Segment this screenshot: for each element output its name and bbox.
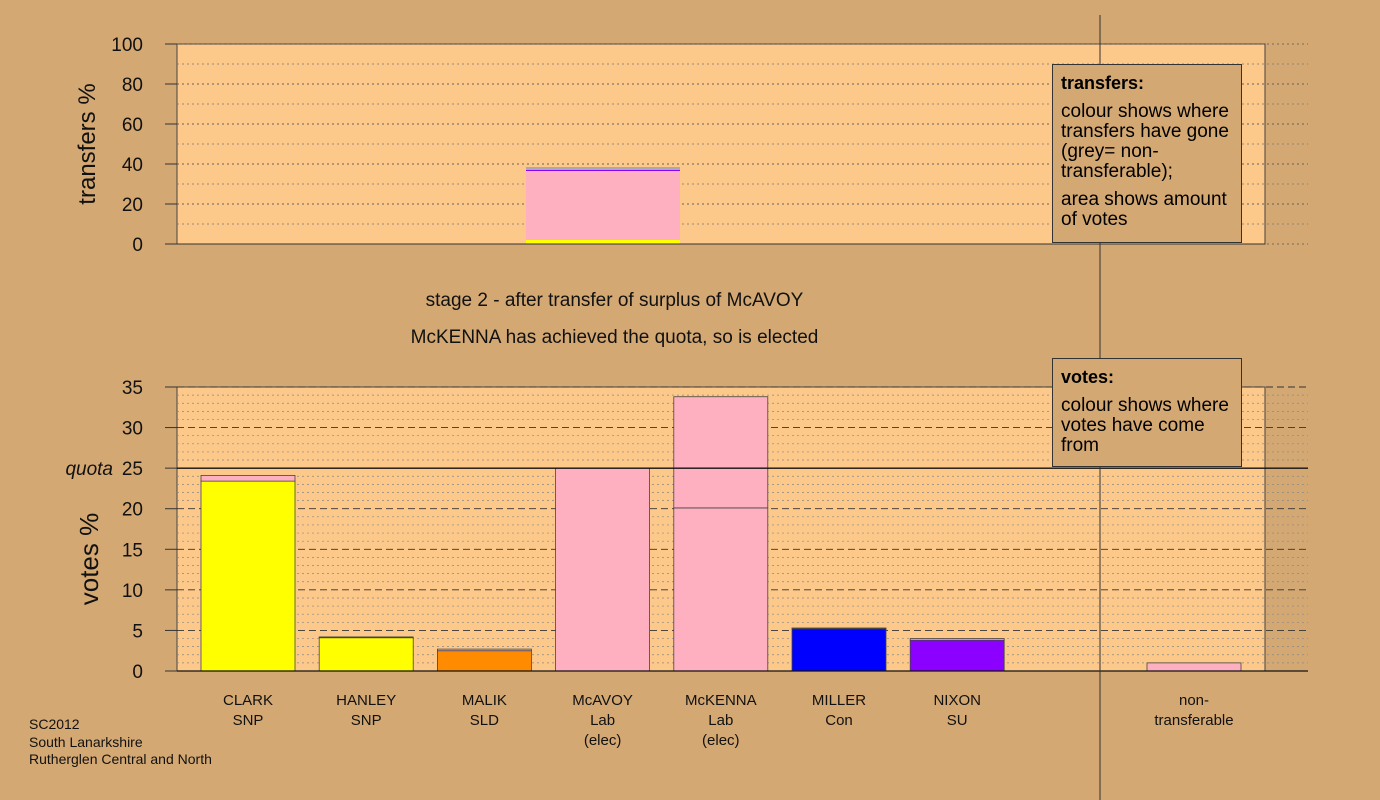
vote-bar-hanley-seg1 — [318, 636, 414, 639]
transfer-segment-non-transferable — [526, 167, 680, 170]
non-transferable-label-2: transferable — [1154, 712, 1233, 729]
candidate-party: SNP — [351, 712, 382, 729]
votes-legend: votes: colour shows where votes have com… — [1052, 358, 1242, 467]
transfers-tick-label: 0 — [132, 235, 143, 256]
footer-line-ward: Rutherglen Central and North — [29, 751, 212, 767]
candidate-name: MILLER — [812, 692, 866, 709]
vote-bar-malik-seg1 — [436, 648, 532, 652]
votes-legend-line1: colour shows where votes have come from — [1061, 395, 1229, 456]
votes-tick-label: 30 — [122, 419, 143, 440]
transfers-y-axis-label: transfers % — [74, 83, 101, 204]
vote-bar-nixon-seg1 — [909, 638, 1005, 641]
candidate-name: McAVOY — [572, 692, 633, 709]
stage-caption: stage 2 - after transfer of surplus of M… — [425, 290, 804, 311]
vote-bar-hanley-seg0 — [318, 637, 414, 672]
transfers-tick-label: 20 — [122, 195, 143, 216]
transfers-tick-label: 40 — [122, 155, 143, 176]
candidate-party: SLD — [470, 712, 499, 729]
votes-y-axis-label: votes % — [74, 513, 104, 606]
candidate-party: Lab — [590, 712, 615, 729]
transfer-segment-su — [526, 170, 680, 171]
transfers-legend-line2: area shows amount of votes — [1061, 189, 1227, 230]
transfers-tick-label: 100 — [111, 35, 143, 56]
vote-bar-malik-seg0 — [436, 650, 532, 672]
votes-legend-title: votes: — [1061, 367, 1115, 387]
candidate-party: SU — [947, 712, 968, 729]
footer-line-election: SC2012 — [29, 716, 80, 732]
votes-tick-label: 5 — [132, 621, 143, 642]
non-transferable-bar — [1146, 662, 1242, 672]
vote-bar-miller-seg0 — [791, 628, 887, 672]
vote-bar-mckenna-seg1 — [673, 396, 769, 509]
votes-tick-label: 35 — [122, 378, 143, 399]
vote-bar-nixon-seg0 — [909, 639, 1005, 672]
candidate-name: MALIK — [462, 692, 507, 709]
votes-tick-label: 0 — [132, 662, 143, 683]
votes-tick-label: 15 — [122, 540, 143, 561]
candidate-name: McKENNA — [685, 692, 757, 709]
vote-bar-clark-seg1 — [200, 475, 296, 482]
candidate-status: (elec) — [702, 732, 740, 749]
quota-label: quota — [65, 459, 113, 480]
candidate-party: Lab — [708, 712, 733, 729]
footer-line-council: South Lanarkshire — [29, 733, 143, 750]
votes-tick-label: 10 — [122, 581, 143, 602]
candidate-name: NIXON — [933, 692, 981, 709]
transfers-tick-label: 80 — [122, 75, 143, 96]
vote-bar-clark-seg0 — [200, 480, 296, 672]
candidate-name: CLARK — [223, 692, 273, 709]
votes-tick-label: 20 — [122, 500, 143, 521]
non-transferable-label-1: non- — [1179, 692, 1209, 709]
candidate-party: Con — [825, 712, 853, 729]
candidate-party: SNP — [233, 712, 264, 729]
vote-bar-mckenna-seg0 — [673, 507, 769, 672]
vote-bar-miller-seg1 — [791, 627, 887, 630]
transfers-legend-line1: colour shows where transfers have gone (… — [1061, 101, 1229, 182]
transfers-tick-label: 60 — [122, 115, 143, 136]
transfers-legend-title: transfers: — [1061, 73, 1145, 93]
candidate-status: (elec) — [584, 732, 622, 749]
transfer-segment-snp — [526, 240, 680, 244]
transfer-segment-lab — [526, 171, 680, 240]
footer: SC2012 South Lanarkshire Rutherglen Cent… — [29, 716, 212, 769]
transfers-legend: transfers: colour shows where transfers … — [1052, 64, 1242, 243]
vote-bar-mcavoy-seg0 — [555, 467, 650, 672]
elected-caption: McKENNA has achieved the quota, so is el… — [410, 327, 819, 348]
candidate-name: HANLEY — [336, 692, 396, 709]
votes-tick-label: 25 — [122, 459, 143, 480]
